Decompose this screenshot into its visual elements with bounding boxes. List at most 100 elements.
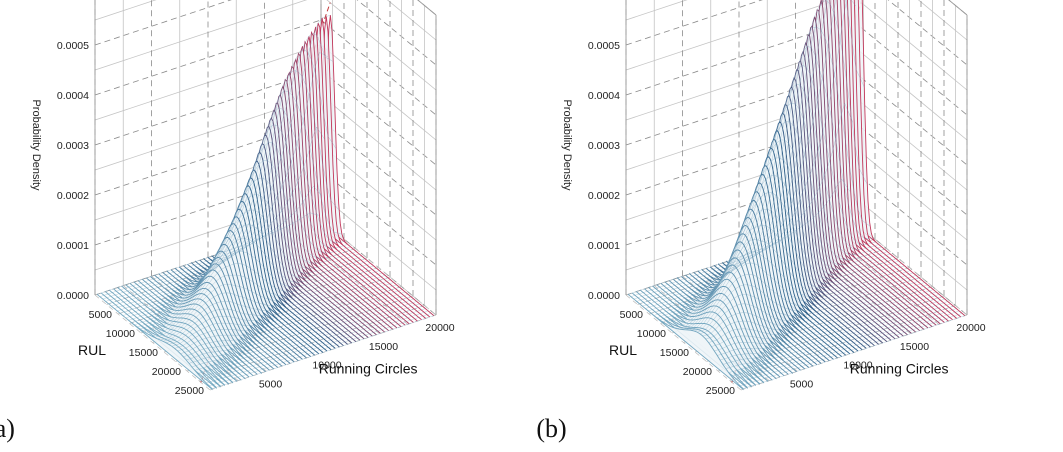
z-axis-title: Probability Density — [30, 99, 42, 191]
surface-crossline — [99, 186, 322, 297]
surface-crossline — [131, 160, 354, 323]
surface-crossline — [714, 291, 937, 352]
surface-crossline — [734, 308, 957, 380]
x-axis-title: Running Circles — [319, 361, 418, 377]
surface-crossline — [656, 84, 879, 318]
surface-crossline — [697, 277, 919, 333]
z-gridline — [625, 0, 968, 91]
z-tick-label: 0.0004 — [57, 90, 89, 102]
y-tick-label: 25000 — [706, 385, 735, 397]
surface-crossline — [645, 0, 868, 309]
surface-crossline — [651, 46, 873, 314]
surface-crossline — [166, 277, 388, 343]
z-gridline — [417, 0, 437, 16]
surface-crossline — [633, 0, 856, 300]
surface-crossline — [691, 272, 914, 331]
x-axis-title: Running Circles — [850, 361, 949, 377]
z-tick-label: 0.0006 — [588, 0, 620, 2]
surface-crossline — [708, 287, 931, 343]
surface-crossline — [728, 303, 951, 373]
surface-crossline — [186, 294, 409, 361]
y-tick-label: 5000 — [89, 309, 113, 321]
x-tick-label: 10000 — [843, 360, 872, 372]
surface-crossline — [743, 315, 965, 389]
surface-crossline — [140, 209, 363, 330]
x-tick-label: 10000 — [312, 360, 341, 372]
chart-panel-a: 0.0000 0.0001 0.0002 0.0003 0.0004 0.0005 0.00… — [0, 0, 531, 452]
surface-slice-0 — [627, 293, 744, 391]
z-tick-label: 0.0000 — [588, 290, 620, 302]
surface-crossline — [676, 209, 899, 329]
surface-mesh — [627, 0, 966, 391]
z-gridline — [94, 0, 437, 41]
surface-crossline — [111, 32, 334, 307]
surface-crossline — [134, 177, 357, 325]
z-gridline — [94, 44, 437, 141]
surface-crossline — [154, 268, 377, 338]
surface-crossline — [679, 225, 902, 330]
z-tick-label: 0.0000 — [57, 290, 89, 302]
z-axis-title: Probability Density — [561, 99, 573, 191]
surface-crossline — [740, 313, 963, 386]
y-tick-label: 10000 — [637, 328, 666, 340]
surface-crossline — [114, 49, 337, 309]
surface-crossline — [120, 90, 342, 314]
surface-crossline — [671, 175, 894, 327]
z-tick-label: 0.0002 — [588, 190, 620, 202]
surface-crossline — [122, 107, 345, 316]
surface-chart-a: 0.0000 0.0001 0.0002 0.0003 0.0004 0.0005 0.00… — [30, 0, 455, 397]
axis-labels: 0.0000 0.0001 0.0002 0.0003 0.0004 0.0005 0.00… — [561, 0, 986, 397]
surface-crossline — [163, 275, 386, 342]
z-tick-label: 0.0005 — [57, 40, 89, 52]
surface-crossline — [725, 301, 948, 369]
z-gridline — [94, 0, 437, 91]
surface-crossline — [694, 275, 917, 332]
surface-crossline — [737, 310, 960, 384]
surface-crossline — [699, 279, 922, 334]
caption-a: (a) — [0, 414, 15, 443]
surface-crossline — [102, 126, 325, 300]
z-tick-label: 0.0003 — [588, 140, 620, 152]
surface-crossline — [191, 298, 414, 368]
x-tick-label: 15000 — [900, 341, 929, 353]
surface-crossline — [702, 282, 925, 337]
caption-b: (b) — [536, 414, 567, 443]
surface-crossline — [668, 157, 891, 326]
chart-panel-b: 0.0000 0.0001 0.0002 0.0003 0.0004 0.0005 0.00… — [531, 0, 1062, 452]
surface-crossline — [148, 251, 371, 335]
z-tick-label: 0.0001 — [588, 240, 620, 252]
surface-crossline — [642, 0, 865, 307]
surface-crossline — [682, 239, 905, 330]
surface-crossline — [137, 194, 360, 328]
z-tick-label: 0.0004 — [588, 90, 620, 102]
surface-crossline — [117, 70, 340, 312]
surface-crossline — [97, 212, 319, 295]
surface-crossline — [157, 270, 380, 339]
z-tick-label: 0.0003 — [57, 140, 89, 152]
surface-crossline — [628, 178, 851, 295]
z-tick-label: 0.0001 — [57, 240, 89, 252]
surface-crossline — [171, 282, 394, 347]
y-axis-title: RUL — [78, 342, 106, 358]
surface-crossline — [674, 192, 896, 328]
surface-crossline — [151, 263, 374, 337]
surface-crossline — [203, 308, 426, 381]
x-tick-label: 20000 — [425, 322, 454, 334]
surface-crossline — [197, 303, 420, 374]
z-gridline — [94, 0, 437, 66]
y-tick-label: 20000 — [683, 366, 712, 378]
z-gridline — [948, 0, 968, 16]
z-gridline — [94, 19, 437, 116]
y-axis-title: RUL — [609, 342, 637, 358]
surface-crossline — [125, 124, 348, 319]
surface-crossline — [180, 289, 403, 354]
z-gridline — [625, 0, 968, 41]
surface-crossline — [688, 262, 911, 331]
surface-crossline — [143, 224, 365, 332]
y-tick-label: 5000 — [620, 309, 644, 321]
surface-crossline — [731, 306, 954, 377]
surface-crossline — [648, 26, 871, 312]
surface-crossline — [168, 279, 391, 345]
surface-chart-b: 0.0000 0.0001 0.0002 0.0003 0.0004 0.0005 0.00… — [561, 0, 986, 397]
surface-crossline — [200, 306, 423, 378]
